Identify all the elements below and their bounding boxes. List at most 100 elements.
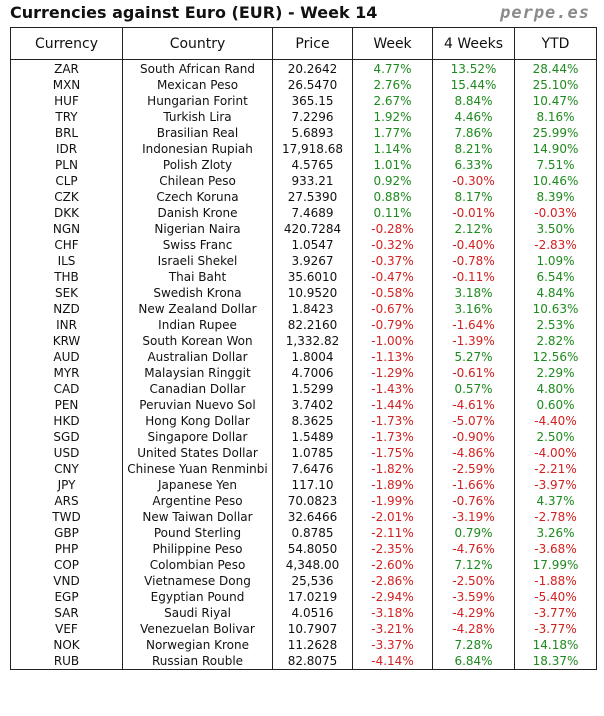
cell-4-weeks-change: -0.11% <box>432 269 515 285</box>
cell-price: 82.8075 <box>272 653 353 670</box>
table-row: DKK Danish Krone 7.4689 0.11% -0.01% -0.03% <box>10 205 597 221</box>
cell-week-change: -1.89% <box>352 477 433 493</box>
cell-currency-code: MXN <box>10 77 123 93</box>
cell-week-change: -2.35% <box>352 541 433 557</box>
cell-4-weeks-change: 0.57% <box>432 381 515 397</box>
cell-currency-code: SAR <box>10 605 123 621</box>
cell-week-change: 1.92% <box>352 109 433 125</box>
cell-price: 3.9267 <box>272 253 353 269</box>
column-header-currency: Currency <box>10 27 123 60</box>
cell-ytd-change: 4.37% <box>514 493 597 509</box>
cell-currency-code: PLN <box>10 157 123 173</box>
currency-table: Currency Country Price Week 4 Weeks YTD … <box>10 27 597 670</box>
table-header-row: Currency Country Price Week 4 Weeks YTD <box>10 27 597 60</box>
cell-4-weeks-change: 3.18% <box>432 285 515 301</box>
cell-4-weeks-change: -0.40% <box>432 237 515 253</box>
cell-week-change: -0.47% <box>352 269 433 285</box>
cell-currency-code: EGP <box>10 589 123 605</box>
cell-week-change: -3.21% <box>352 621 433 637</box>
cell-4-weeks-change: 8.21% <box>432 141 515 157</box>
cell-4-weeks-change: -1.66% <box>432 477 515 493</box>
cell-currency-code: HKD <box>10 413 123 429</box>
cell-week-change: -2.01% <box>352 509 433 525</box>
cell-ytd-change: 2.50% <box>514 429 597 445</box>
brand-watermark: perpe.es <box>500 3 590 23</box>
cell-4-weeks-change: 7.86% <box>432 125 515 141</box>
cell-price: 7.4689 <box>272 205 353 221</box>
cell-4-weeks-change: 4.46% <box>432 109 515 125</box>
cell-week-change: 1.77% <box>352 125 433 141</box>
table-row: GBP Pound Sterling 0.8785 -2.11% 0.79% 3.26% <box>10 525 597 541</box>
table-row: COP Colombian Peso 4,348.00 -2.60% 7.12% 17.9… <box>10 557 597 573</box>
table-row: SEK Swedish Krona 10.9520 -0.58% 3.18% 4.84% <box>10 285 597 301</box>
cell-ytd-change: -0.03% <box>514 205 597 221</box>
cell-ytd-change: 6.54% <box>514 269 597 285</box>
cell-price: 26.5470 <box>272 77 353 93</box>
cell-currency-code: CLP <box>10 173 123 189</box>
cell-week-change: -0.67% <box>352 301 433 317</box>
cell-4-weeks-change: -3.19% <box>432 509 515 525</box>
cell-4-weeks-change: 6.84% <box>432 653 515 670</box>
cell-ytd-change: 10.47% <box>514 93 597 109</box>
cell-price: 82.2160 <box>272 317 353 333</box>
cell-week-change: -1.00% <box>352 333 433 349</box>
cell-price: 117.10 <box>272 477 353 493</box>
table-row: ILS Israeli Shekel 3.9267 -0.37% -0.78% 1.09% <box>10 253 597 269</box>
cell-currency-code: PEN <box>10 397 123 413</box>
cell-ytd-change: 2.29% <box>514 365 597 381</box>
cell-4-weeks-change: -1.39% <box>432 333 515 349</box>
cell-currency-code: SGD <box>10 429 123 445</box>
cell-price: 25,536 <box>272 573 353 589</box>
cell-ytd-change: 18.37% <box>514 653 597 670</box>
cell-country: New Taiwan Dollar <box>122 509 273 525</box>
column-header-4-weeks: 4 Weeks <box>432 27 515 60</box>
cell-currency-code: NGN <box>10 221 123 237</box>
table-row: CAD Canadian Dollar 1.5299 -1.43% 0.57% 4.80% <box>10 381 597 397</box>
table-row: PHP Philippine Peso 54.8050 -2.35% -4.76% -3.… <box>10 541 597 557</box>
cell-ytd-change: 8.16% <box>514 109 597 125</box>
cell-4-weeks-change: 13.52% <box>432 59 515 77</box>
cell-week-change: -2.86% <box>352 573 433 589</box>
cell-ytd-change: 10.63% <box>514 301 597 317</box>
cell-price: 0.8785 <box>272 525 353 541</box>
cell-week-change: -1.43% <box>352 381 433 397</box>
cell-ytd-change: 14.90% <box>514 141 597 157</box>
cell-week-change: -4.14% <box>352 653 433 670</box>
cell-week-change: -1.13% <box>352 349 433 365</box>
table-row: NOK Norwegian Krone 11.2628 -3.37% 7.28% 14.1… <box>10 637 597 653</box>
cell-ytd-change: 0.60% <box>514 397 597 413</box>
cell-week-change: -1.73% <box>352 429 433 445</box>
cell-4-weeks-change: -0.30% <box>432 173 515 189</box>
cell-price: 420.7284 <box>272 221 353 237</box>
cell-country: Pound Sterling <box>122 525 273 541</box>
cell-country: Egyptian Pound <box>122 589 273 605</box>
cell-ytd-change: -4.40% <box>514 413 597 429</box>
table-row: JPY Japanese Yen 117.10 -1.89% -1.66% -3.97% <box>10 477 597 493</box>
cell-4-weeks-change: 2.12% <box>432 221 515 237</box>
table-row: SAR Saudi Riyal 4.0516 -3.18% -4.29% -3.77% <box>10 605 597 621</box>
cell-currency-code: CAD <box>10 381 123 397</box>
cell-country: Hong Kong Dollar <box>122 413 273 429</box>
header: Currencies against Euro (EUR) - Week 14 … <box>0 0 604 27</box>
column-header-price: Price <box>272 27 353 60</box>
cell-ytd-change: -3.77% <box>514 621 597 637</box>
cell-ytd-change: 12.56% <box>514 349 597 365</box>
cell-week-change: 4.77% <box>352 59 433 77</box>
cell-4-weeks-change: -0.61% <box>432 365 515 381</box>
cell-currency-code: INR <box>10 317 123 333</box>
table-row: HUF Hungarian Forint 365.15 2.67% 8.84% 10.47… <box>10 93 597 109</box>
cell-price: 70.0823 <box>272 493 353 509</box>
cell-currency-code: VND <box>10 573 123 589</box>
cell-country: Hungarian Forint <box>122 93 273 109</box>
cell-country: Colombian Peso <box>122 557 273 573</box>
cell-country: Vietnamese Dong <box>122 573 273 589</box>
cell-4-weeks-change: -4.76% <box>432 541 515 557</box>
cell-week-change: -0.58% <box>352 285 433 301</box>
cell-ytd-change: 8.39% <box>514 189 597 205</box>
table-row: KRW South Korean Won 1,332.82 -1.00% -1.39% 2… <box>10 333 597 349</box>
cell-price: 1.0547 <box>272 237 353 253</box>
cell-ytd-change: -3.77% <box>514 605 597 621</box>
table-row: PEN Peruvian Nuevo Sol 3.7402 -1.44% -4.61% 0… <box>10 397 597 413</box>
cell-week-change: -1.99% <box>352 493 433 509</box>
cell-4-weeks-change: -5.07% <box>432 413 515 429</box>
